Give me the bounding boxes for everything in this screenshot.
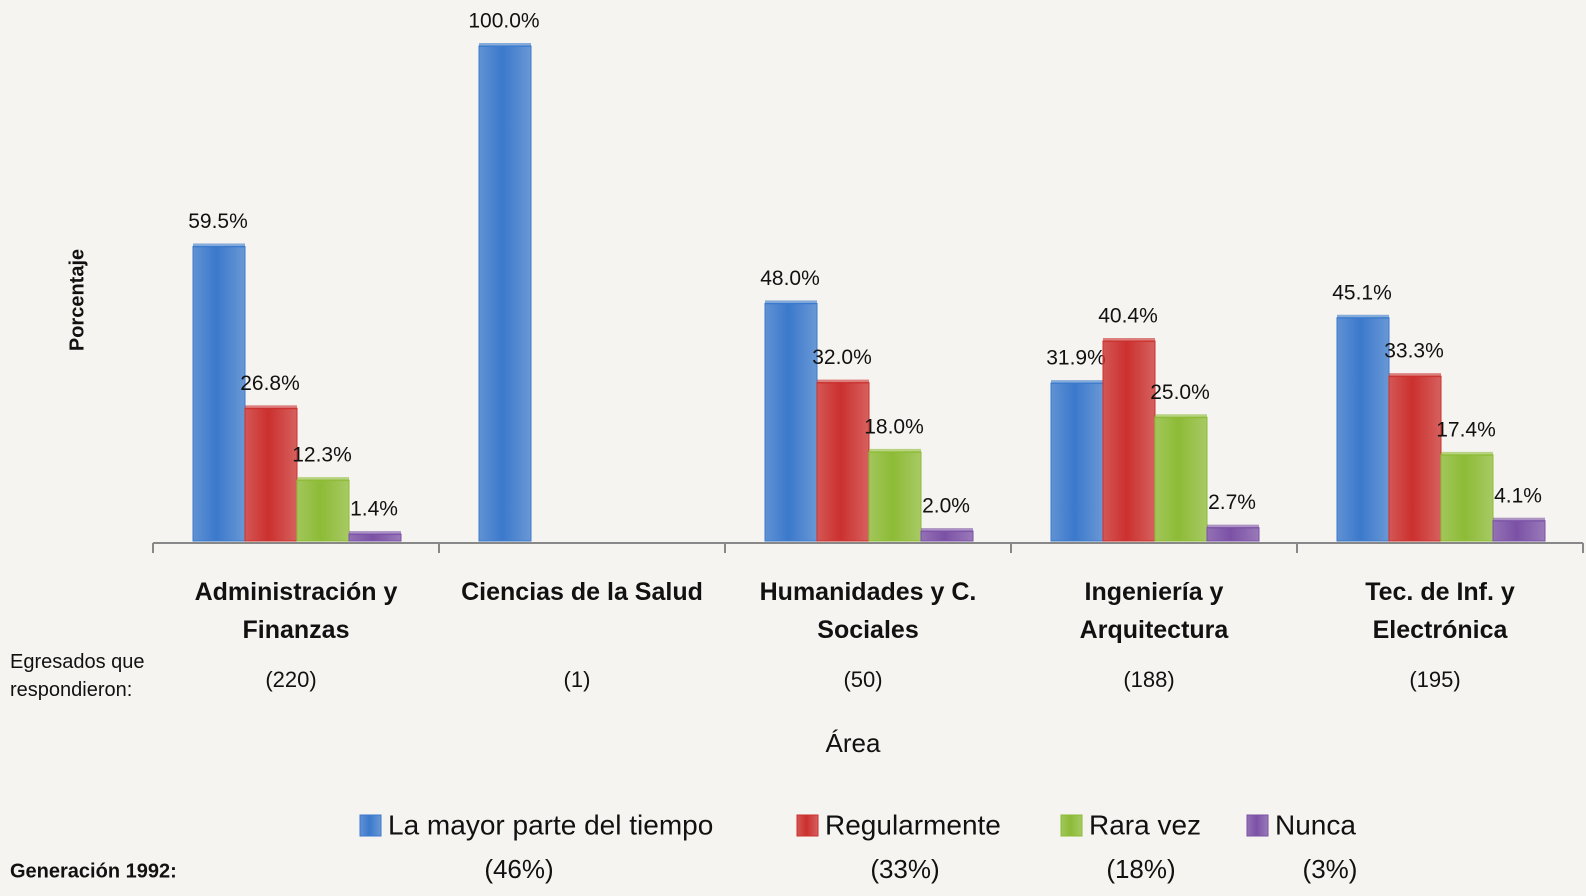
bar bbox=[1102, 340, 1156, 542]
x-tick-label: Ingeniería y Arquitectura bbox=[1079, 578, 1229, 644]
legend-label: Regularmente bbox=[825, 809, 1001, 840]
data-label: 1.4% bbox=[350, 498, 398, 521]
bar bbox=[296, 479, 350, 542]
data-label: 48.0% bbox=[760, 267, 820, 290]
data-label: 59.5% bbox=[188, 210, 248, 233]
data-label: 100.0% bbox=[468, 10, 539, 33]
bar bbox=[244, 407, 298, 542]
legend-label: Nunca bbox=[1275, 809, 1356, 840]
bar bbox=[1492, 520, 1546, 542]
bar bbox=[1154, 416, 1208, 542]
respondents-label: Egresados que respondieron: bbox=[10, 651, 145, 701]
respondents-count: (1) bbox=[564, 667, 591, 692]
bar bbox=[1336, 317, 1390, 542]
bar bbox=[1440, 454, 1494, 542]
respondents-count: (220) bbox=[265, 667, 316, 692]
bar-top bbox=[869, 448, 921, 453]
bar-top bbox=[1441, 451, 1493, 456]
bar bbox=[1050, 382, 1104, 542]
legend-share: (33%) bbox=[870, 854, 939, 884]
bar bbox=[192, 245, 246, 542]
bar bbox=[764, 302, 818, 542]
x-tick-label: Administración y Finanzas bbox=[194, 578, 398, 644]
bar-top bbox=[921, 528, 973, 533]
bar-top bbox=[245, 405, 297, 410]
bar bbox=[816, 382, 870, 542]
bar-top bbox=[765, 300, 817, 305]
bar-top bbox=[1051, 380, 1103, 385]
data-label: 2.7% bbox=[1208, 491, 1256, 514]
data-label: 40.4% bbox=[1098, 305, 1158, 328]
bar bbox=[1388, 375, 1442, 542]
data-label: 25.0% bbox=[1150, 381, 1210, 404]
bar-top bbox=[479, 43, 531, 47]
legend-label: Rara vez bbox=[1089, 809, 1201, 840]
bar bbox=[868, 451, 922, 542]
x-tick-label: Tec. de Inf. y Electrónica bbox=[1365, 578, 1515, 644]
legend-share: (18%) bbox=[1106, 854, 1175, 884]
legend-share: (3%) bbox=[1303, 854, 1358, 884]
data-label: 45.1% bbox=[1332, 281, 1392, 304]
y-axis-label: Porcentaje bbox=[66, 249, 88, 351]
bar-top bbox=[193, 243, 245, 248]
bar-top bbox=[817, 379, 869, 384]
x-axis-label: Área bbox=[826, 728, 881, 758]
bar-top bbox=[297, 477, 349, 482]
bar-top bbox=[1155, 414, 1207, 419]
x-tick-label: Humanidades y C. Sociales bbox=[759, 578, 977, 644]
legend-swatch bbox=[1060, 814, 1083, 837]
data-label: 17.4% bbox=[1436, 418, 1496, 441]
data-label: 12.3% bbox=[292, 444, 352, 467]
bar bbox=[1206, 527, 1260, 542]
x-tick-label: Ciencias de la Salud bbox=[461, 578, 703, 606]
data-label: 4.1% bbox=[1494, 484, 1542, 507]
bar bbox=[348, 533, 402, 542]
bar-top bbox=[1207, 524, 1259, 529]
respondents-count: (195) bbox=[1409, 667, 1460, 692]
bar-top bbox=[1389, 373, 1441, 378]
data-label: 33.3% bbox=[1384, 340, 1444, 363]
respondents-count: (188) bbox=[1123, 667, 1174, 692]
legend-swatch bbox=[359, 814, 382, 837]
data-label: 26.8% bbox=[240, 372, 300, 395]
respondents-count: (50) bbox=[843, 667, 882, 692]
data-label: 32.0% bbox=[812, 346, 872, 369]
bar bbox=[478, 45, 532, 542]
legend-swatch bbox=[796, 814, 819, 837]
legend-swatch bbox=[1246, 814, 1269, 837]
bar-top bbox=[1103, 338, 1155, 343]
bar-top bbox=[349, 531, 401, 536]
legend-share: (46%) bbox=[484, 854, 553, 884]
legend-label: La mayor parte del tiempo bbox=[388, 809, 713, 840]
bar bbox=[920, 530, 974, 542]
data-label: 31.9% bbox=[1046, 347, 1106, 370]
bar-top bbox=[1337, 314, 1389, 319]
bar-top bbox=[1493, 517, 1545, 522]
data-label: 18.0% bbox=[864, 415, 924, 438]
data-label: 2.0% bbox=[922, 495, 970, 518]
generation-label: Generación 1992: bbox=[10, 860, 177, 882]
